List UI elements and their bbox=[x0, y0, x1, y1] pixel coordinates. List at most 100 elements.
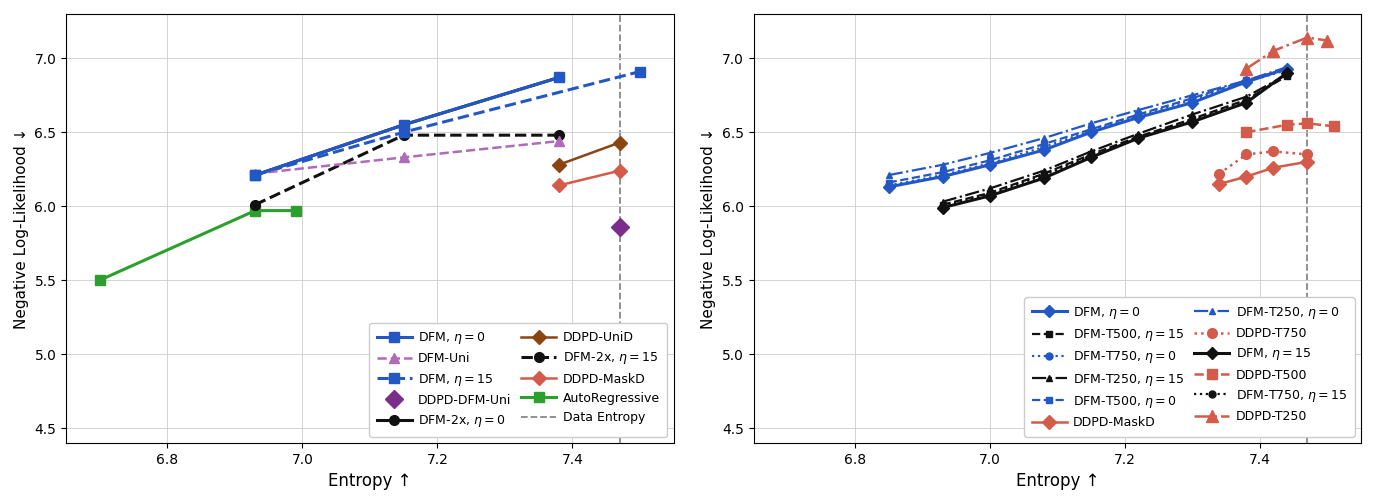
DFM-T250, η = 0 bbox=[982, 150, 998, 156]
Line: DDPD-MaskD: DDPD-MaskD bbox=[554, 166, 624, 191]
DDPD-T500 bbox=[1326, 123, 1342, 130]
DFM, η = 0 bbox=[1238, 79, 1254, 85]
Line: DFM-T250, η = 0: DFM-T250, η = 0 bbox=[886, 64, 1290, 178]
DFM-T750, η = 15 bbox=[1238, 98, 1254, 104]
Y-axis label: Negative Log-Likelihood ↓: Negative Log-Likelihood ↓ bbox=[14, 128, 29, 329]
DFM, η = 15 bbox=[1084, 154, 1100, 160]
DFM-T250, η = 15 bbox=[1184, 111, 1200, 117]
DFM-T250, η = 15 bbox=[1130, 131, 1147, 137]
DDPD-T500 bbox=[1238, 129, 1254, 135]
DFM-T750, η = 0 bbox=[1130, 113, 1147, 119]
DFM-T250, η = 0 bbox=[1130, 107, 1147, 113]
DFM-T500, η = 15 bbox=[1279, 73, 1295, 79]
DDPD-MaskD bbox=[1238, 173, 1254, 179]
X-axis label: Entropy ↑: Entropy ↑ bbox=[329, 472, 411, 490]
Line: DFM-T250, η = 15: DFM-T250, η = 15 bbox=[939, 71, 1290, 205]
X-axis label: Entropy ↑: Entropy ↑ bbox=[1016, 472, 1099, 490]
DDPD-T250 bbox=[1319, 37, 1335, 43]
DDPD-UniD bbox=[550, 162, 566, 168]
DFM-T500, η = 0 bbox=[880, 179, 896, 185]
AutoRegressive bbox=[248, 208, 264, 214]
DFM, η = 15 bbox=[1279, 70, 1295, 76]
DFM-Uni bbox=[550, 138, 566, 144]
DFM, η = 15 bbox=[1130, 135, 1147, 141]
DFM-T250, η = 15 bbox=[982, 185, 998, 192]
DFM-T750, η = 0 bbox=[880, 182, 896, 188]
DFM-T750, η = 15 bbox=[1184, 117, 1200, 123]
DFM, η = 0 bbox=[1035, 147, 1052, 153]
DFM-T250, η = 0 bbox=[1035, 135, 1052, 141]
Line: DFM-T750, η = 15: DFM-T750, η = 15 bbox=[939, 71, 1290, 210]
DFM-2x, η = 15 bbox=[396, 132, 412, 138]
DFM-T500, η = 15 bbox=[935, 202, 952, 208]
DFM-T250, η = 0 bbox=[1279, 64, 1295, 70]
DFM-2x, η = 15 bbox=[248, 202, 264, 208]
DDPD-MaskD bbox=[550, 182, 566, 188]
DFM, η = 0 bbox=[935, 173, 952, 179]
DFM-T750, η = 0 bbox=[935, 172, 952, 178]
DFM-T750, η = 15 bbox=[1130, 135, 1147, 141]
DFM-T500, η = 0 bbox=[935, 169, 952, 175]
DFM-T250, η = 15 bbox=[1035, 168, 1052, 174]
Line: DFM, η = 15: DFM, η = 15 bbox=[939, 69, 1291, 212]
Line: DDPD-T500: DDPD-T500 bbox=[1242, 118, 1339, 137]
DFM-2x, η = 0 bbox=[396, 122, 412, 128]
DFM, η = 0 bbox=[982, 162, 998, 168]
Line: DDPD-T250: DDPD-T250 bbox=[1240, 32, 1332, 74]
DFM-T250, η = 15 bbox=[1279, 72, 1295, 78]
DDPD-T750 bbox=[1299, 151, 1316, 157]
Line: DFM-2x, η = 0: DFM-2x, η = 0 bbox=[250, 73, 564, 180]
DDPD-T250 bbox=[1238, 66, 1254, 72]
DFM, η = 15 bbox=[982, 193, 998, 199]
DFM, η = 0 bbox=[1184, 100, 1200, 106]
AutoRegressive bbox=[92, 277, 109, 283]
DDPD-T750 bbox=[1238, 151, 1254, 157]
DDPD-MaskD bbox=[1299, 159, 1316, 165]
DDPD-T750 bbox=[1211, 171, 1228, 177]
Line: DDPD-MaskD: DDPD-MaskD bbox=[1214, 157, 1312, 189]
DFM-T250, η = 15 bbox=[935, 199, 952, 205]
DFM-T500, η = 15 bbox=[1184, 116, 1200, 122]
Legend: DFM, $\eta = 0$, DFM-Uni, DFM, $\eta = 15$, DDPD-DFM-Uni, DFM-2x, $\eta = 0$, DD: DFM, $\eta = 0$, DFM-Uni, DFM, $\eta = 1… bbox=[370, 323, 667, 436]
Line: AutoRegressive: AutoRegressive bbox=[95, 206, 301, 285]
DFM-T250, η = 15 bbox=[1084, 148, 1100, 154]
DFM-2x, η = 0 bbox=[248, 172, 264, 178]
DFM-Uni bbox=[248, 171, 264, 177]
DDPD-T500 bbox=[1279, 122, 1295, 128]
DFM-T500, η = 0 bbox=[982, 157, 998, 163]
DFM-T500, η = 15 bbox=[982, 190, 998, 196]
Line: DFM-T750, η = 0: DFM-T750, η = 0 bbox=[886, 67, 1290, 189]
DFM-T250, η = 0 bbox=[935, 162, 952, 168]
DDPD-MaskD bbox=[1211, 181, 1228, 187]
DFM-T750, η = 0 bbox=[1084, 128, 1100, 134]
DFM, η = 15 bbox=[1184, 119, 1200, 125]
Line: DDPD-UniD: DDPD-UniD bbox=[554, 138, 624, 170]
AutoRegressive bbox=[287, 208, 304, 214]
DFM-T750, η = 15 bbox=[935, 203, 952, 209]
Line: DFM, η = 15: DFM, η = 15 bbox=[250, 67, 645, 180]
DDPD-MaskD bbox=[612, 168, 628, 174]
DFM-2x, η = 0 bbox=[550, 75, 566, 81]
DFM-Uni bbox=[396, 154, 412, 160]
DFM, η = 0 bbox=[248, 172, 264, 178]
DFM-T250, η = 0 bbox=[880, 172, 896, 178]
DFM-T500, η = 0 bbox=[1184, 95, 1200, 101]
DFM, η = 0 bbox=[550, 75, 566, 81]
DFM-T500, η = 0 bbox=[1035, 141, 1052, 147]
DFM-T750, η = 0 bbox=[982, 160, 998, 166]
DFM-T250, η = 0 bbox=[1084, 120, 1100, 127]
DDPD-MaskD bbox=[1265, 165, 1282, 171]
DFM-T250, η = 0 bbox=[1238, 78, 1254, 84]
DFM, η = 15 bbox=[935, 205, 952, 211]
DFM-T500, η = 0 bbox=[1130, 111, 1147, 117]
DDPD-T250 bbox=[1265, 48, 1282, 54]
Legend: DFM, $\eta = 0$, DFM-T500, $\eta = 15$, DFM-T750, $\eta = 0$, DFM-T250, $\eta = : DFM, $\eta = 0$, DFM-T500, $\eta = 15$, … bbox=[1024, 297, 1354, 436]
DDPD-T500 bbox=[1299, 120, 1316, 127]
Line: DDPD-T750: DDPD-T750 bbox=[1214, 147, 1312, 178]
DFM-T750, η = 15 bbox=[1279, 72, 1295, 78]
DFM-T500, η = 0 bbox=[1238, 78, 1254, 84]
DFM-T500, η = 15 bbox=[1238, 97, 1254, 103]
DFM-T750, η = 0 bbox=[1184, 97, 1200, 103]
DFM-T500, η = 0 bbox=[1084, 126, 1100, 132]
DFM, η = 0 bbox=[1084, 129, 1100, 135]
